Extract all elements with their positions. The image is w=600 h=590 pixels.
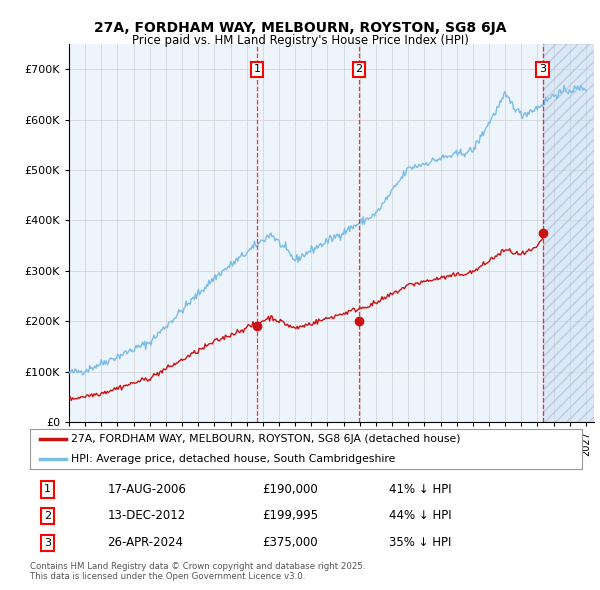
Text: 27A, FORDHAM WAY, MELBOURN, ROYSTON, SG8 6JA: 27A, FORDHAM WAY, MELBOURN, ROYSTON, SG8…	[94, 21, 506, 35]
Text: 2: 2	[355, 64, 362, 74]
Text: 41% ↓ HPI: 41% ↓ HPI	[389, 483, 451, 496]
Text: 26-APR-2024: 26-APR-2024	[107, 536, 183, 549]
Text: 3: 3	[539, 64, 546, 74]
Bar	[542, 44, 594, 422]
Text: 2: 2	[44, 510, 51, 520]
Text: 1: 1	[44, 484, 51, 494]
Text: 35% ↓ HPI: 35% ↓ HPI	[389, 536, 451, 549]
Text: £190,000: £190,000	[262, 483, 317, 496]
Text: 1: 1	[253, 64, 260, 74]
Text: 17-AUG-2006: 17-AUG-2006	[107, 483, 186, 496]
Text: Price paid vs. HM Land Registry's House Price Index (HPI): Price paid vs. HM Land Registry's House …	[131, 34, 469, 47]
Text: 27A, FORDHAM WAY, MELBOURN, ROYSTON, SG8 6JA (detached house): 27A, FORDHAM WAY, MELBOURN, ROYSTON, SG8…	[71, 434, 461, 444]
Text: £375,000: £375,000	[262, 536, 317, 549]
Text: 44% ↓ HPI: 44% ↓ HPI	[389, 509, 451, 522]
Text: HPI: Average price, detached house, South Cambridgeshire: HPI: Average price, detached house, Sout…	[71, 454, 396, 464]
Text: 13-DEC-2012: 13-DEC-2012	[107, 509, 185, 522]
Text: 3: 3	[44, 537, 51, 548]
Text: £199,995: £199,995	[262, 509, 318, 522]
Text: Contains HM Land Registry data © Crown copyright and database right 2025.
This d: Contains HM Land Registry data © Crown c…	[30, 562, 365, 581]
